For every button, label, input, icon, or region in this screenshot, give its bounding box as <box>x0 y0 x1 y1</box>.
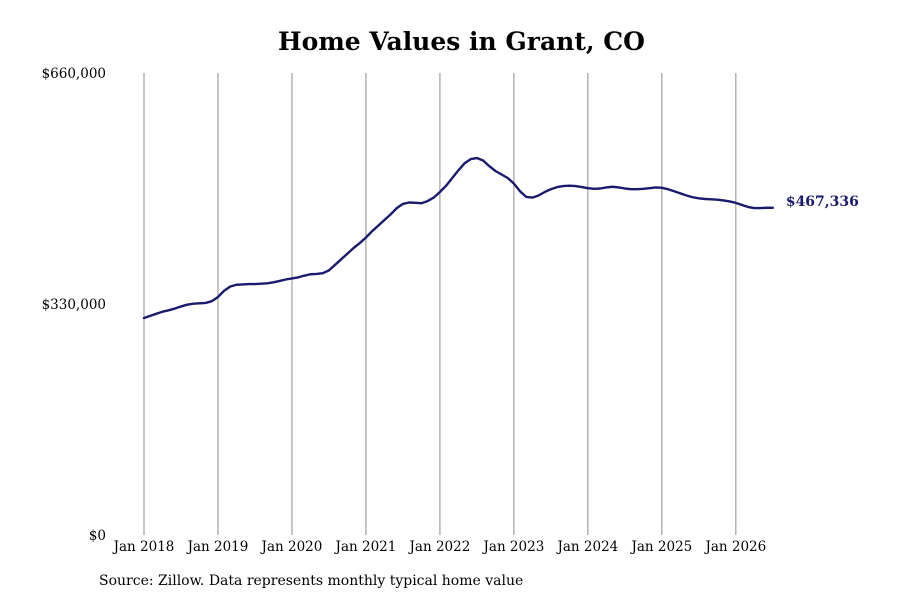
x-axis-tick-labels: Jan 2018 Jan 2019 Jan 2020 Jan 2021 Jan 2022… <box>112 539 767 555</box>
vertical-gridlines <box>143 73 737 535</box>
x-tick-label-2: Jan 2020 <box>260 539 323 555</box>
x-tick-label-4: Jan 2022 <box>408 539 471 555</box>
y-tick-label-2: $660,000 <box>42 66 106 82</box>
y-tick-label-0: $0 <box>89 528 106 544</box>
source-note: Source: Zillow. Data represents monthly … <box>99 573 524 589</box>
series-lines <box>142 156 775 320</box>
x-tick-label-1: Jan 2019 <box>186 539 249 555</box>
x-tick-label-6: Jan 2024 <box>555 539 618 555</box>
chart-title: Home Values in Grant, CO <box>278 27 645 56</box>
x-tick-label-8: Jan 2026 <box>703 539 766 555</box>
x-tick-label-7: Jan 2025 <box>629 539 692 555</box>
series-line-0 <box>142 156 775 320</box>
x-tick-label-5: Jan 2023 <box>481 539 544 555</box>
y-tick-label-1: $330,000 <box>42 297 106 313</box>
x-tick-label-3: Jan 2021 <box>334 539 397 555</box>
x-tick-label-0: Jan 2018 <box>112 539 175 555</box>
y-axis-tick-labels: $0 $330,000 $660,000 <box>42 66 106 544</box>
end-value-label: $467,336 <box>786 194 859 210</box>
